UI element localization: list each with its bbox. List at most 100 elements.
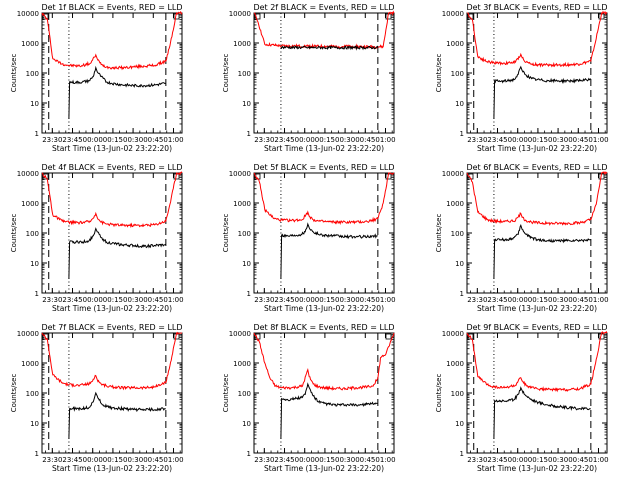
x-axis-label: Start Time (13-Jun-02 23:22:20) (52, 144, 172, 153)
x-tick-label: 00:45 (568, 136, 588, 144)
x-tick-label: 23:30 (254, 136, 274, 144)
x-tick-label: 23:30 (254, 296, 274, 304)
lld-series-line (41, 171, 183, 229)
y-tick-label: 1000 (233, 360, 251, 368)
x-axis-label: Start Time (13-Jun-02 23:22:20) (477, 304, 597, 313)
plot-frame (253, 172, 395, 294)
x-tick-label: 00:00 (508, 296, 528, 304)
lld-series-line (41, 10, 183, 71)
chart-panel: Det 6f BLACK = Events, RED = LLD 1 10 100 10… (435, 163, 609, 313)
y-tick-label: 100 (238, 390, 251, 398)
x-tick-label: 01:00 (588, 136, 608, 144)
x-tick-label: 00:15 (528, 136, 548, 144)
x-tick-label: 23:45 (274, 296, 294, 304)
y-tick-label: 100 (238, 230, 251, 238)
y-tick-label: 10 (455, 100, 464, 108)
chart-title: Det 3f BLACK = Events, RED = LLD (466, 3, 607, 12)
chart-title: Det 8f BLACK = Events, RED = LLD (253, 323, 394, 332)
x-tick-label: 00:30 (548, 296, 568, 304)
plot-frame (466, 172, 608, 294)
y-tick-label: 10000 (442, 170, 464, 178)
x-tick-label: 00:15 (528, 296, 548, 304)
y-tick-label: 10 (30, 100, 39, 108)
x-tick-label: 01:00 (375, 456, 395, 464)
events-series-line (493, 65, 592, 119)
x-tick-label: 01:00 (163, 296, 183, 304)
y-tick-label: 10000 (442, 330, 464, 338)
y-tick-label: 1 (460, 450, 464, 458)
y-tick-label: 10000 (229, 10, 251, 18)
y-axis-label: Counts/sec (10, 374, 18, 413)
x-tick-label: 23:45 (62, 296, 82, 304)
x-tick-label: 23:45 (487, 136, 507, 144)
x-tick-label: 00:45 (355, 136, 375, 144)
x-tick-label: 23:45 (274, 136, 294, 144)
y-tick-label: 10 (30, 260, 39, 268)
y-tick-label: 1000 (446, 40, 464, 48)
y-tick-label: 100 (26, 390, 39, 398)
x-tick-label: 00:15 (315, 136, 335, 144)
x-tick-label: 00:30 (335, 296, 355, 304)
y-tick-label: 1 (35, 290, 39, 298)
x-tick-label: 23:30 (467, 136, 487, 144)
y-tick-label: 1 (35, 450, 39, 458)
x-tick-label: 23:30 (467, 456, 487, 464)
events-series-line (280, 44, 379, 51)
events-series-line (493, 386, 591, 439)
x-tick-label: 01:00 (588, 296, 608, 304)
x-tick-label: 00:30 (123, 456, 143, 464)
lld-series-line (253, 332, 395, 391)
y-tick-label: 10 (242, 260, 251, 268)
y-tick-label: 1 (35, 130, 39, 138)
events-series-line (68, 391, 166, 439)
x-tick-label: 00:00 (508, 456, 528, 464)
chart-panel: Det 5f BLACK = Events, RED = LLD 1 10 100 10… (222, 163, 396, 313)
y-tick-label: 10 (455, 260, 464, 268)
x-tick-label: 00:45 (568, 456, 588, 464)
x-axis-label: Start Time (13-Jun-02 23:22:20) (477, 144, 597, 153)
x-tick-label: 00:00 (295, 136, 315, 144)
x-axis-label: Start Time (13-Jun-02 23:22:20) (264, 304, 384, 313)
x-tick-label: 00:00 (295, 296, 315, 304)
saturation-marker (254, 13, 261, 20)
x-axis-label: Start Time (13-Jun-02 23:22:20) (52, 304, 172, 313)
x-tick-label: 00:15 (103, 456, 123, 464)
y-tick-label: 1 (460, 290, 464, 298)
x-tick-label: 00:30 (548, 136, 568, 144)
y-axis-label: Counts/sec (435, 214, 443, 253)
y-tick-label: 1 (247, 450, 251, 458)
chart-panel: Det 8f BLACK = Events, RED = LLD 1 10 100 10… (222, 323, 396, 473)
chart-panel: Det 7f BLACK = Events, RED = LLD 1 10 100 10… (10, 323, 184, 473)
x-tick-label: 23:30 (42, 296, 62, 304)
lld-series-line (467, 10, 608, 68)
lld-series-line (253, 10, 395, 50)
lld-series-line (466, 170, 608, 226)
chart-title: Det 2f BLACK = Events, RED = LLD (253, 3, 394, 12)
chart-title: Det 9f BLACK = Events, RED = LLD (466, 323, 607, 332)
x-tick-label: 00:30 (123, 136, 143, 144)
x-tick-label: 00:45 (143, 296, 163, 304)
events-series-line (493, 223, 591, 279)
x-tick-label: 23:30 (467, 296, 487, 304)
x-axis-label: Start Time (13-Jun-02 23:22:20) (264, 144, 384, 153)
x-tick-label: 23:45 (487, 296, 507, 304)
x-tick-label: 00:00 (83, 456, 103, 464)
y-tick-label: 1 (247, 130, 251, 138)
x-tick-label: 00:45 (355, 296, 375, 304)
events-series-line (68, 227, 167, 279)
lld-series-line (466, 330, 608, 393)
chart-panel: Det 2f BLACK = Events, RED = LLD 1 10 100 10… (222, 3, 396, 153)
y-tick-label: 1 (247, 290, 251, 298)
y-tick-label: 10000 (17, 10, 39, 18)
saturation-marker (42, 173, 49, 180)
x-tick-label: 01:00 (163, 456, 183, 464)
x-tick-label: 00:30 (335, 136, 355, 144)
chart-panel: Det 3f BLACK = Events, RED = LLD 1 10 100 10… (435, 3, 609, 153)
x-tick-label: 00:30 (335, 456, 355, 464)
lld-series-line (253, 172, 395, 225)
y-axis-label: Counts/sec (435, 54, 443, 93)
chart-title: Det 7f BLACK = Events, RED = LLD (41, 323, 182, 332)
x-tick-label: 00:30 (548, 456, 568, 464)
x-axis-label: Start Time (13-Jun-02 23:22:20) (52, 464, 172, 473)
chart-title: Det 4f BLACK = Events, RED = LLD (41, 163, 182, 172)
